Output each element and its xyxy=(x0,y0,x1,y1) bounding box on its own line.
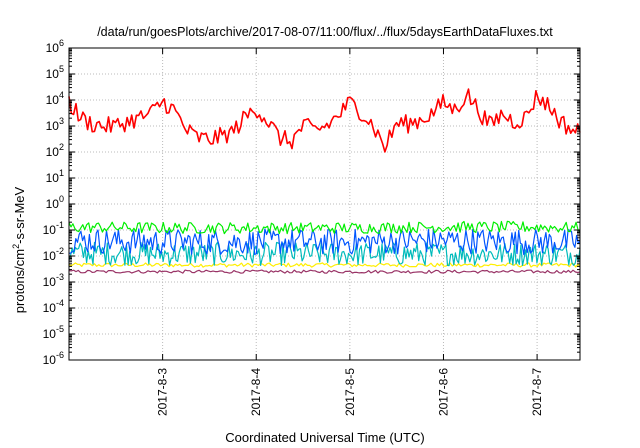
y-tick-label: 10-1 xyxy=(43,220,64,237)
chart-title: /data/run/goesPlots/archive/2017-08-07/1… xyxy=(97,25,553,39)
y-tick-label: 10-3 xyxy=(43,272,64,289)
y-axis-label-exponent: 2 xyxy=(11,244,21,249)
y-tick-label: 103 xyxy=(46,116,64,133)
y-axis-label-unit: protons/cm xyxy=(12,249,27,313)
series-line xyxy=(68,241,581,267)
x-axis: 2017-8-3 2017-8-4 2017-8-5 2017-8-6 2017-8-7 xyxy=(156,48,544,416)
series-line xyxy=(68,228,581,256)
series-line xyxy=(68,88,581,153)
x-axis-label: Coordinated Universal Time (UTC) xyxy=(225,430,424,445)
x-tick-label: 2017-8-3 xyxy=(156,368,170,416)
series-line xyxy=(68,262,581,268)
x-tick-label: 2017-8-7 xyxy=(530,368,544,416)
grid-lines xyxy=(69,48,580,360)
y-axis-label: protons/cm2-s-sr-MeV xyxy=(11,186,27,313)
series-line xyxy=(68,269,581,274)
x-tick-label: 2017-8-5 xyxy=(343,368,357,416)
y-tick-label: 101 xyxy=(46,168,64,185)
x-tick-label: 2017-8-4 xyxy=(249,368,263,416)
y-tick-label: 10-5 xyxy=(43,324,64,341)
y-axis-label-rest: -s-sr-MeV xyxy=(12,186,27,243)
y-tick-label: 102 xyxy=(46,142,64,159)
y-tick-label: 10-2 xyxy=(43,246,64,263)
y-tick-label: 106 xyxy=(46,38,64,55)
y-tick-label: 104 xyxy=(46,90,64,107)
series-layer xyxy=(68,88,581,274)
y-tick-label: 105 xyxy=(46,64,64,81)
y-axis: 106 105 104 103 102 101 100 10-1 10-2 10-3 10-4 10-… xyxy=(43,38,580,367)
x-tick-label: 2017-8-6 xyxy=(436,368,450,416)
y-tick-label: 10-4 xyxy=(43,298,64,315)
y-tick-label: 100 xyxy=(46,194,64,211)
y-tick-label: 10-6 xyxy=(43,350,64,367)
series-line xyxy=(68,220,581,235)
